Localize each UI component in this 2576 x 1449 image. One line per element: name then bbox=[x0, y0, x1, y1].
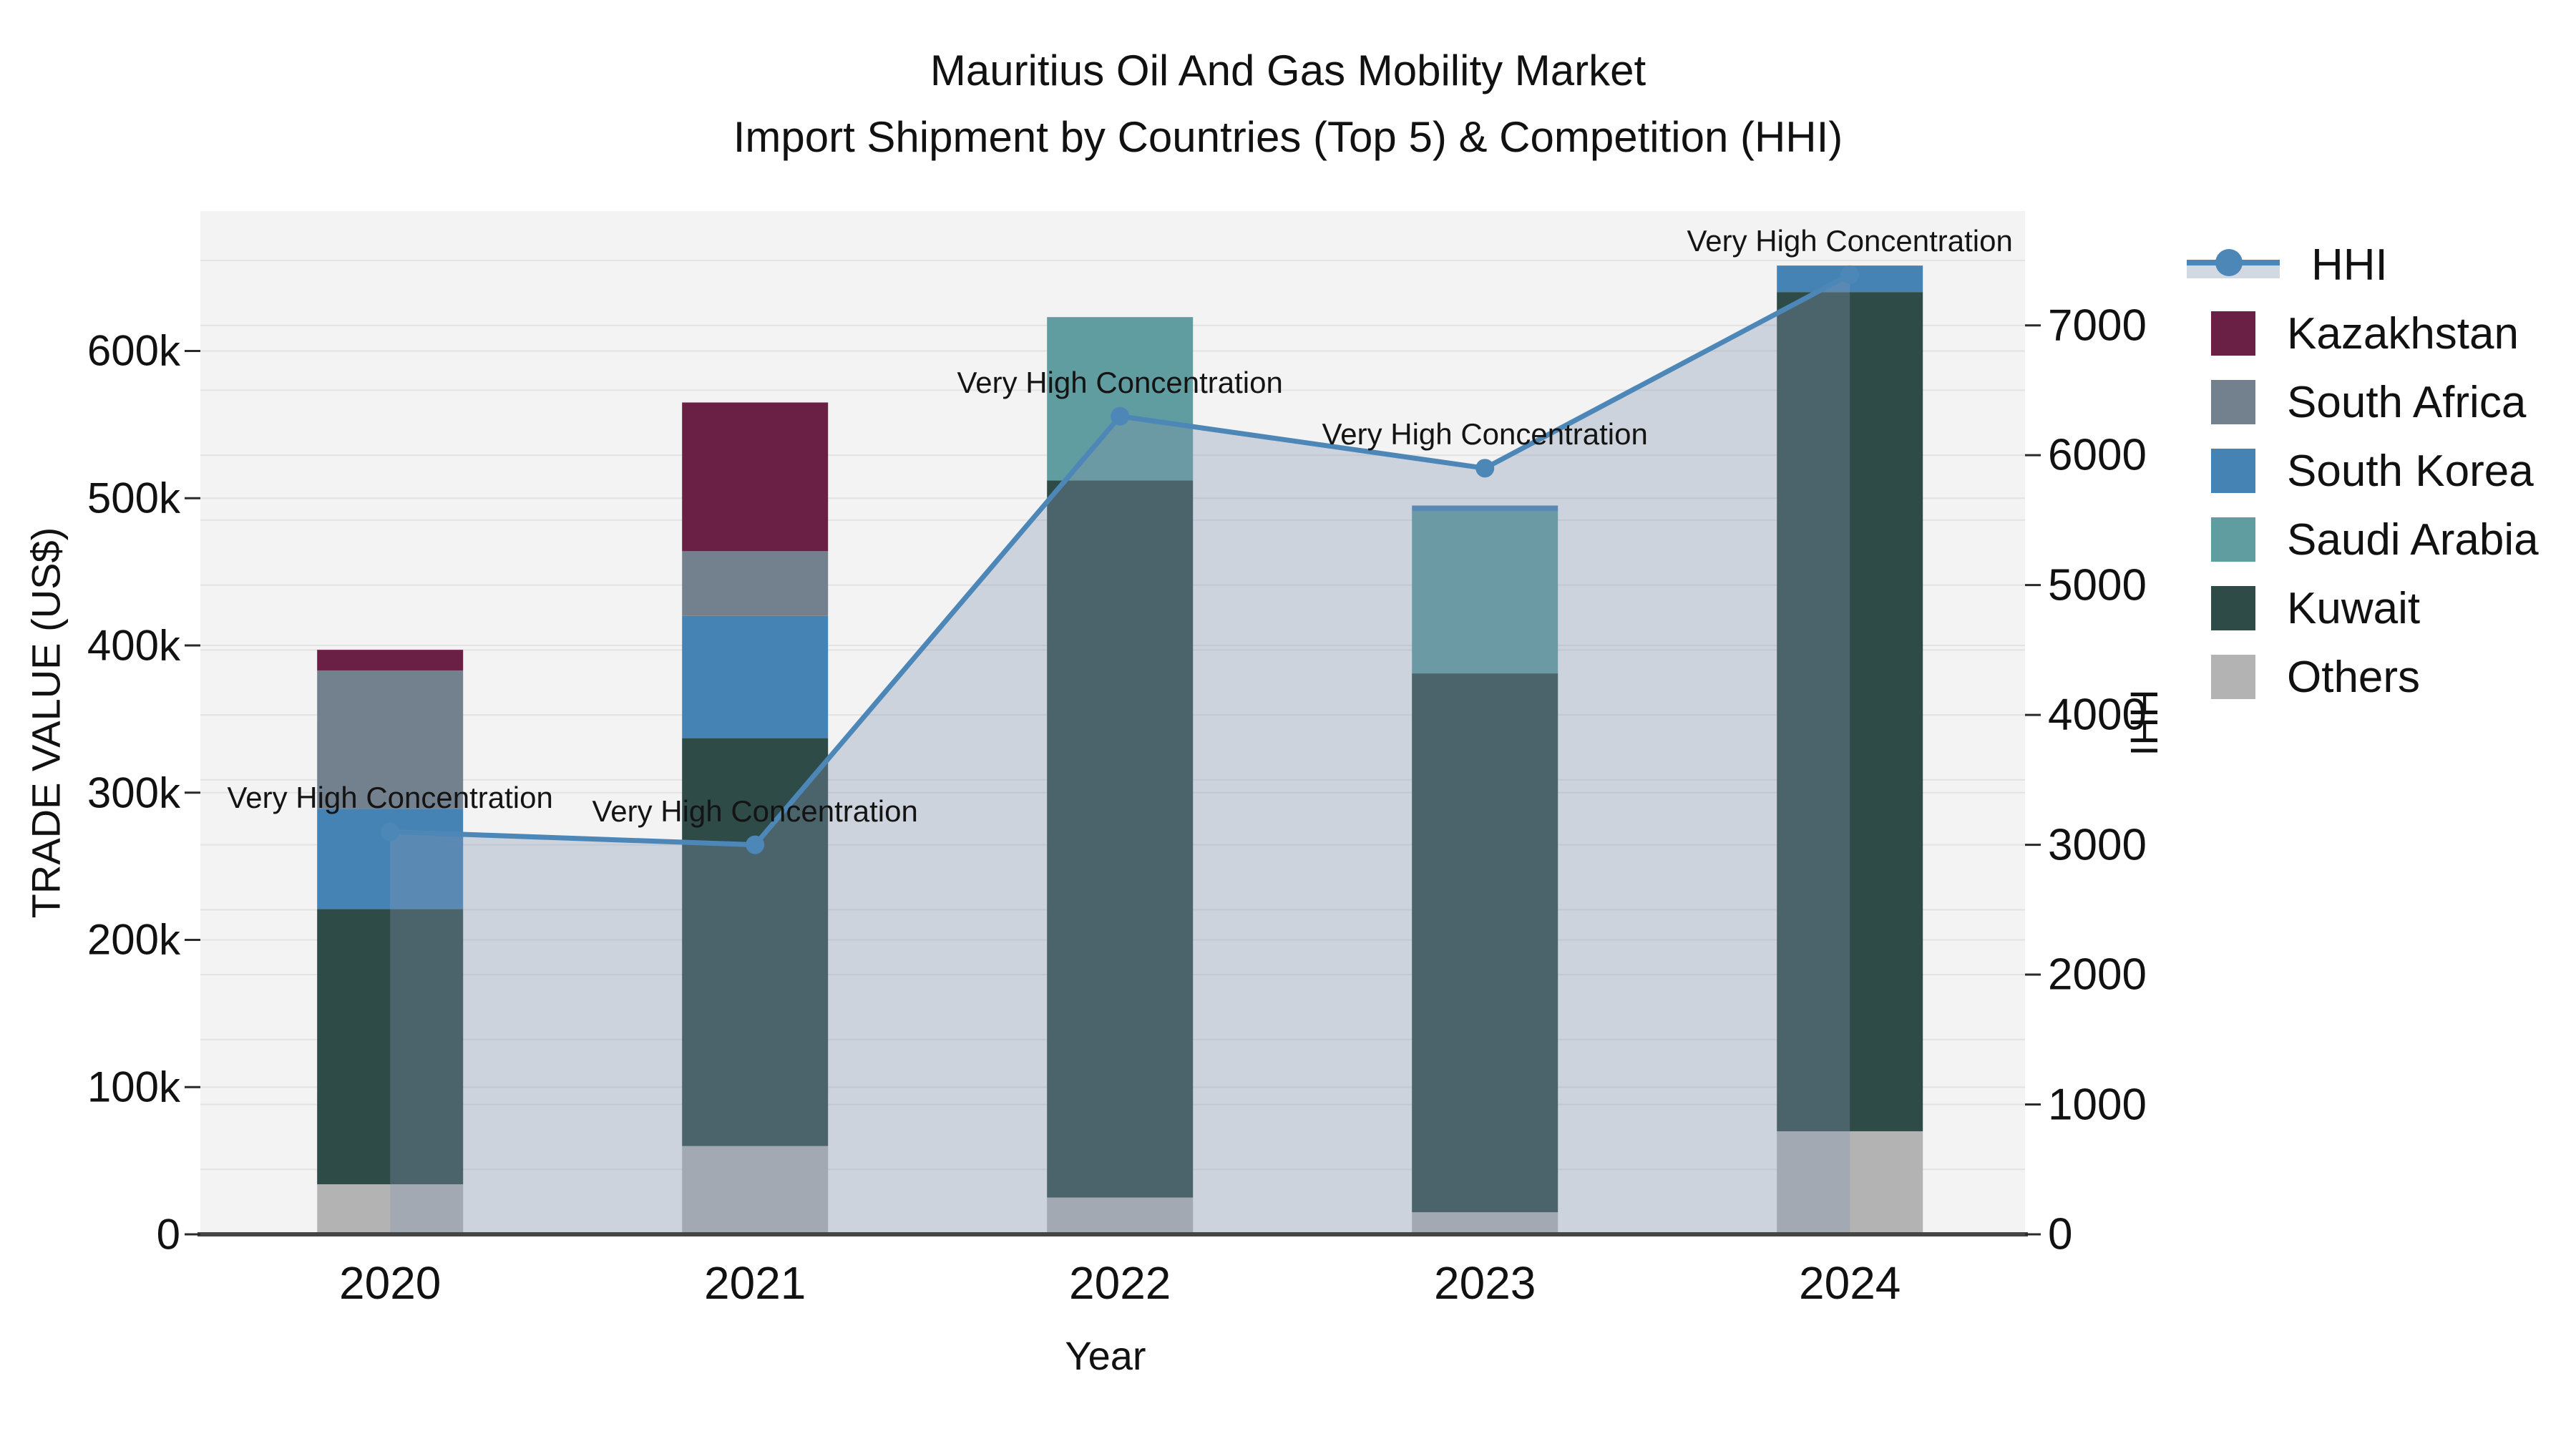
legend-item-hhi: HHI bbox=[2187, 230, 2539, 299]
legend-label: Saudi Arabia bbox=[2287, 514, 2539, 565]
bar-segment-others bbox=[1412, 1212, 1558, 1234]
y-left-tick-label: 600k bbox=[87, 326, 180, 375]
bar-segment-kuwait bbox=[1777, 292, 1923, 1131]
hhi-marker bbox=[381, 822, 400, 841]
bar-segment-others bbox=[317, 1184, 464, 1234]
legend-hhi-line-sample bbox=[2187, 243, 2280, 287]
y-right-tick-label: 4000 bbox=[2048, 690, 2147, 740]
y-right-tick-label: 6000 bbox=[2048, 430, 2147, 480]
bar-segment-others bbox=[1777, 1131, 1923, 1234]
legend-item-saudi-arabia: Saudi Arabia bbox=[2187, 505, 2539, 574]
chart-title-line1: Mauritius Oil And Gas Mobility Market bbox=[930, 47, 1646, 94]
chart-title: Mauritius Oil And Gas Mobility Market Im… bbox=[0, 37, 2576, 170]
hhi-annotation: Very High Concentration bbox=[227, 781, 553, 815]
legend-swatch-kazakhstan bbox=[2211, 311, 2255, 356]
hhi-annotation: Very High Concentration bbox=[1322, 417, 1648, 452]
y-left-tick-label: 500k bbox=[87, 474, 180, 522]
y-left-tick-label: 200k bbox=[87, 915, 180, 964]
y-right-tick-label: 7000 bbox=[2048, 301, 2147, 351]
x-tick-label: 2023 bbox=[1434, 1257, 1536, 1309]
bar-segment-kazakhstan bbox=[682, 402, 829, 552]
legend-label: South Africa bbox=[2287, 377, 2527, 427]
hhi-area-fill bbox=[390, 274, 1850, 1234]
hhi-marker bbox=[1840, 265, 1860, 284]
y-left-tick-label: 400k bbox=[87, 621, 180, 670]
legend-item-kazakhstan: Kazakhstan bbox=[2187, 299, 2539, 368]
y-right-tick-label: 2000 bbox=[2048, 950, 2147, 1000]
legend-item-south-korea: South Korea bbox=[2187, 436, 2539, 505]
bar-segment-south-korea bbox=[682, 615, 829, 738]
bar-segment-south-korea bbox=[1412, 505, 1558, 512]
y-right-tick-label: 1000 bbox=[2048, 1080, 2147, 1130]
bar-segment-kuwait bbox=[682, 738, 829, 1146]
hhi-annotation: Very High Concentration bbox=[592, 794, 918, 828]
x-tick-label: 2024 bbox=[1799, 1257, 1901, 1309]
x-tick-label: 2020 bbox=[339, 1257, 441, 1309]
bar-segment-others bbox=[682, 1146, 829, 1234]
legend-swatch-south-korea bbox=[2211, 449, 2255, 493]
x-tick-label: 2021 bbox=[704, 1257, 806, 1309]
y-right-tick-label: 3000 bbox=[2048, 820, 2147, 870]
hhi-annotation: Very High Concentration bbox=[1687, 223, 2013, 258]
legend-label: Kuwait bbox=[2287, 583, 2421, 633]
y-right-tick-label: 0 bbox=[2048, 1209, 2073, 1259]
legend: HHI Kazakhstan South Africa South Korea Saud… bbox=[2187, 230, 2539, 711]
hhi-marker bbox=[746, 835, 765, 854]
legend-label: HHI bbox=[2311, 240, 2388, 290]
bar-segment-saudi-arabia bbox=[1412, 511, 1558, 674]
bar-segment-south-africa bbox=[682, 551, 829, 616]
y-right-tick-label: 5000 bbox=[2048, 560, 2147, 610]
legend-swatch-south-africa bbox=[2211, 380, 2255, 424]
y-left-tick-label: 0 bbox=[156, 1210, 180, 1259]
bar-segment-kazakhstan bbox=[317, 650, 464, 670]
bar-segment-kuwait bbox=[317, 909, 464, 1185]
y-left-tick-label: 100k bbox=[87, 1063, 180, 1111]
legend-label: Kazakhstan bbox=[2287, 308, 2519, 358]
bar-segment-others bbox=[1047, 1197, 1194, 1234]
legend-label: Others bbox=[2287, 652, 2421, 702]
bar-segment-kuwait bbox=[1047, 480, 1194, 1198]
bar-segment-saudi-arabia bbox=[1047, 317, 1194, 481]
legend-swatch-others bbox=[2211, 655, 2255, 699]
legend-item-others: Others bbox=[2187, 643, 2539, 711]
x-axis-title: Year bbox=[1065, 1333, 1146, 1378]
y-axis-title-left: TRADE VALUE (US$) bbox=[23, 527, 69, 919]
legend-item-kuwait: Kuwait bbox=[2187, 574, 2539, 643]
y-left-tick-label: 300k bbox=[87, 769, 180, 817]
bar-segment-south-africa bbox=[317, 670, 464, 809]
y-axis-title-right: HHI bbox=[2122, 689, 2165, 756]
hhi-annotation: Very High Concentration bbox=[957, 365, 1283, 399]
legend-label: South Korea bbox=[2287, 446, 2534, 496]
chart-title-line2: Import Shipment by Countries (Top 5) & C… bbox=[733, 113, 1843, 161]
legend-swatch-saudi-arabia bbox=[2211, 517, 2255, 562]
x-tick-label: 2022 bbox=[1069, 1257, 1171, 1309]
bar-segment-kuwait bbox=[1412, 673, 1558, 1213]
hhi-marker bbox=[1111, 406, 1130, 426]
legend-swatch-kuwait bbox=[2211, 586, 2255, 630]
hhi-marker bbox=[1475, 459, 1495, 478]
legend-hhi-marker-swatch bbox=[2215, 249, 2243, 276]
legend-item-south-africa: South Africa bbox=[2187, 368, 2539, 436]
